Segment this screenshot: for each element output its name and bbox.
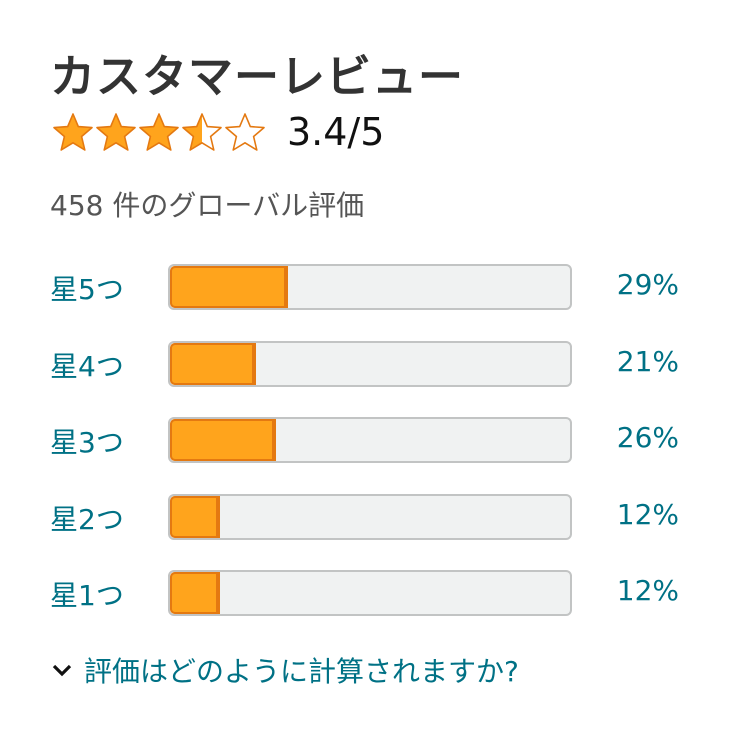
how-ratings-calculated-link[interactable]: 評価はどのように計算されますか?: [50, 650, 519, 690]
percent-bar-fill: [170, 343, 256, 385]
rating-value: 3.4/5: [287, 110, 385, 154]
star-icon: [53, 113, 93, 151]
percent-bar-fill: [170, 266, 288, 308]
percent-bar[interactable]: [168, 264, 572, 310]
star-level-label[interactable]: 星4つ: [50, 350, 124, 383]
star-icon: [96, 113, 136, 151]
how-ratings-calculated-text: 評価はどのように計算されますか?: [84, 655, 519, 688]
percent-value[interactable]: 12%: [616, 498, 679, 531]
star-level-label[interactable]: 星3つ: [50, 426, 124, 459]
histogram-row[interactable]: 星3つ 26%: [0, 417, 739, 463]
histogram-row[interactable]: 星2つ 12%: [0, 494, 739, 540]
histogram-row[interactable]: 星5つ 29%: [0, 264, 739, 310]
star-level-label[interactable]: 星2つ: [50, 503, 124, 536]
star-icon: [139, 113, 179, 151]
star-icon: [182, 113, 222, 151]
percent-value[interactable]: 21%: [616, 345, 679, 378]
percent-bar[interactable]: [168, 417, 572, 463]
star-level-label[interactable]: 星1つ: [50, 579, 124, 612]
star-rating: [52, 111, 266, 153]
histogram-row[interactable]: 星4つ 21%: [0, 341, 739, 387]
percent-value[interactable]: 12%: [616, 574, 679, 607]
page-title: カスタマーレビュー: [50, 50, 465, 103]
percent-bar[interactable]: [168, 494, 572, 540]
star-level-label[interactable]: 星5つ: [50, 273, 124, 306]
percent-bar[interactable]: [168, 341, 572, 387]
total-ratings: 458 件のグローバル評価: [50, 189, 365, 222]
star-icon: [225, 113, 265, 151]
percent-value[interactable]: 26%: [616, 421, 679, 454]
percent-bar[interactable]: [168, 570, 572, 616]
percent-bar-fill: [170, 419, 276, 461]
histogram-row[interactable]: 星1つ 12%: [0, 570, 739, 616]
percent-value[interactable]: 29%: [616, 268, 679, 301]
chevron-down-icon: [52, 664, 72, 677]
percent-bar-fill: [170, 496, 220, 538]
percent-bar-fill: [170, 572, 220, 614]
